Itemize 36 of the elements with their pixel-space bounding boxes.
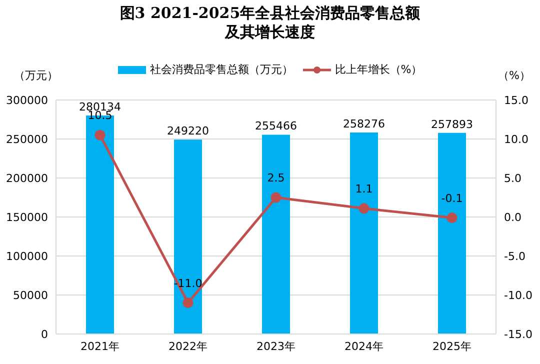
y2-tick-label: 0.0 bbox=[504, 210, 522, 224]
data-label: 2.5 bbox=[267, 172, 285, 184]
y-axis-title: （万元） bbox=[14, 68, 58, 83]
y2-tick-label: 5.0 bbox=[504, 172, 522, 185]
x-tick-label: 2023年 bbox=[256, 340, 296, 353]
data-label: 249220 bbox=[167, 124, 209, 138]
legend-label: 社会消费品零售总额（万元） bbox=[150, 62, 293, 77]
x-tick-label: 2021年 bbox=[80, 340, 120, 353]
data-label: 257893 bbox=[431, 118, 473, 131]
y2-axis-title: （%） bbox=[498, 68, 530, 83]
legend-label: 比上年增长（%） bbox=[334, 62, 422, 77]
data-label: -0.1 bbox=[441, 192, 463, 205]
x-tick-label: 2024年 bbox=[344, 340, 384, 353]
chart-title: 图3 2021-2025年全县社会消费品零售总额及其增长速度 bbox=[118, 4, 422, 42]
point bbox=[182, 298, 194, 308]
y-tick-label: 50000 bbox=[13, 288, 48, 302]
data-label: 255466 bbox=[255, 120, 297, 133]
x-tick-label: 2022年 bbox=[168, 340, 208, 353]
point bbox=[446, 212, 458, 224]
y2-tick-label: 10.0 bbox=[504, 132, 528, 146]
y-tick-label: 200000 bbox=[6, 172, 48, 185]
y2-tick-label: -15.0 bbox=[504, 328, 532, 341]
point bbox=[94, 130, 106, 140]
y2-tick-label: -10.0 bbox=[504, 288, 532, 302]
y-tick-label: 250000 bbox=[6, 132, 48, 146]
y-tick-label: 300000 bbox=[6, 94, 48, 107]
data-label: 258276 bbox=[343, 118, 385, 131]
x-tick-label: 2025年 bbox=[432, 340, 472, 353]
y-tick-label: 0 bbox=[41, 328, 48, 341]
y-tick-label: 150000 bbox=[6, 210, 48, 224]
data-label: 1.1 bbox=[355, 182, 373, 196]
y2-tick-label: -5.0 bbox=[504, 250, 526, 263]
y2-tick-label: 15.0 bbox=[504, 94, 528, 107]
point bbox=[270, 192, 282, 203]
y-tick-label: 100000 bbox=[6, 250, 48, 263]
point bbox=[358, 203, 370, 214]
